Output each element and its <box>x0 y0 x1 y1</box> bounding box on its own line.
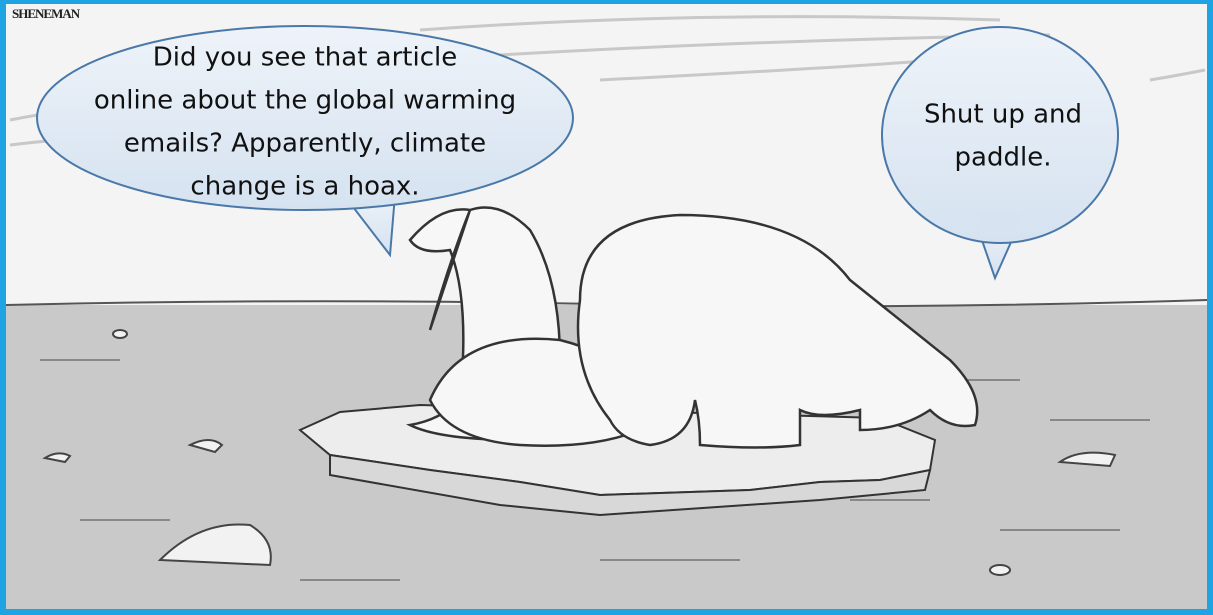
speech-line: paddle. <box>955 143 1052 173</box>
bubble-join <box>978 212 1018 228</box>
speech-line: Did you see that article <box>153 43 457 73</box>
speech-line: Shut up and <box>924 100 1082 130</box>
bubble-join <box>345 185 391 199</box>
bears <box>406 206 979 449</box>
standing-bear <box>576 213 979 449</box>
speech-line: online about the global warming <box>94 86 516 116</box>
bubble-texts: Did you see that article online about the… <box>94 43 1082 202</box>
ripples <box>40 359 1150 581</box>
speech-bubble <box>881 26 1119 244</box>
speech-line: change is a hoax. <box>190 172 419 202</box>
ice-chunks <box>42 329 1117 576</box>
ice-floe-side <box>329 453 932 517</box>
speech-line: emails? Apparently, climate <box>124 129 486 159</box>
signature: SHENEMAN <box>12 6 81 21</box>
speech-bubble <box>36 25 574 211</box>
